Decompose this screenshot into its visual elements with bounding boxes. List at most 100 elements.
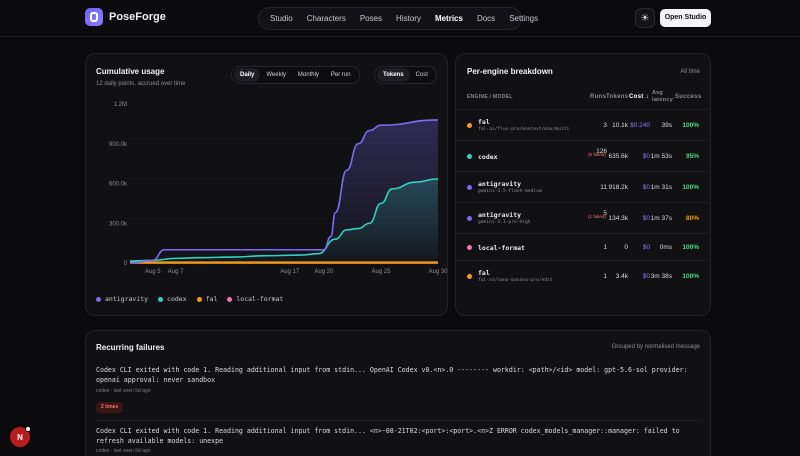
series-area-codex — [130, 178, 438, 263]
x-tick-label: Aug 17 — [280, 269, 300, 275]
legend-item-codex[interactable]: codex — [158, 295, 187, 303]
engine-color-dot — [467, 153, 472, 159]
engine-success: 100% — [682, 272, 699, 280]
period-per-run[interactable]: Per run — [330, 72, 351, 78]
engine-latency: 1m 31s — [650, 183, 672, 191]
engine-tokens: 635.6k — [608, 152, 628, 160]
engine-success: 100% — [682, 121, 699, 129]
metric-tokens[interactable]: Tokens — [377, 68, 410, 82]
nav-item-poses[interactable]: Poses — [359, 14, 383, 23]
engine-runs: 1 — [603, 243, 607, 251]
engine-color-dot — [467, 122, 472, 128]
legend-item-fal[interactable]: fal — [196, 295, 218, 303]
recurring-failures-card: Recurring failures Grouped by normalised… — [85, 330, 711, 456]
engine-model: gemini-3.5-flash-medium — [478, 188, 542, 194]
engine-name: local-format — [478, 243, 525, 252]
y-tick-label: 300.0k — [109, 221, 128, 227]
nav-item-metrics[interactable]: Metrics — [434, 14, 463, 23]
nav-item-studio[interactable]: Studio — [270, 14, 293, 23]
col-success[interactable]: Success — [675, 94, 702, 100]
app-name[interactable]: PoseForge — [109, 11, 166, 23]
failure-count-badge: 2 times — [96, 402, 124, 413]
period-monthly[interactable]: Monthly — [297, 72, 319, 78]
engine-name: codex — [478, 152, 498, 161]
engine-latency: 0ms — [659, 243, 672, 251]
series-line-antigravity — [129, 119, 439, 264]
divider — [96, 420, 702, 421]
legend-item-antigravity[interactable]: antigravity — [96, 295, 148, 303]
engine-runs: 126 — [596, 147, 607, 155]
engine-name: fal — [478, 268, 490, 277]
period-daily[interactable]: Daily — [234, 68, 261, 82]
engine-color-dot — [467, 273, 472, 279]
usage-chart: 0 300.0k 600.0k 900.0k 1.2M Aug 5 Aug 7 Aug 17 A… — [109, 102, 448, 275]
engine-row[interactable]: fal fal-ai/flux-pro/kontext/max/multi 3 10.… — [456, 109, 710, 140]
engine-tokens: 0 — [624, 243, 628, 251]
engine-cost: $0 — [642, 272, 650, 280]
x-tick-label: Aug 7 — [168, 269, 184, 275]
engine-name: fal — [478, 117, 490, 126]
sun-icon: ☀ — [640, 12, 650, 24]
chart-legend: antigravity codex fal local-format — [96, 295, 283, 303]
engine-row[interactable]: antigravity gemini-3.1-pro-high 5 (1 failed… — [456, 202, 710, 233]
engine-tokens: 10.1k — [612, 121, 628, 129]
metric-selector: Tokens Cost — [374, 66, 437, 84]
engine-row[interactable]: antigravity gemini-3.5-flash-medium 11 918.… — [456, 171, 710, 202]
failures-title: Recurring failures — [96, 343, 165, 352]
failure-meta: codex · last seen 9d ago — [96, 448, 151, 454]
engine-row[interactable]: codex 126 (8 failed) 635.6k $0 1m 53s 95% — [456, 140, 710, 171]
metric-cost[interactable]: Cost — [415, 72, 428, 78]
engine-latency: 1m 53s — [650, 152, 672, 160]
period-selector: Daily Weekly Monthly Per run — [231, 66, 360, 84]
status-dot — [25, 426, 31, 432]
engine-model: gemini-3.1-pro-high — [478, 219, 531, 225]
legend-label: fal — [205, 295, 218, 303]
col-cost[interactable]: Cost ↓ — [629, 94, 649, 100]
top-bar: PoseForge Studio Characters Poses Histor… — [0, 0, 800, 37]
legend-label: antigravity — [105, 295, 149, 303]
engine-success: 80% — [685, 214, 699, 222]
legend-item-local-format[interactable]: local-format — [227, 295, 283, 303]
engine-cost: $0 — [642, 152, 650, 160]
legend-label: codex — [167, 295, 187, 303]
engine-failed: (8 failed) — [588, 151, 606, 157]
nav-item-settings[interactable]: Settings — [509, 14, 539, 23]
app-logo-icon[interactable] — [85, 8, 103, 26]
x-tick-label: Aug 5 — [145, 269, 161, 275]
engine-row[interactable]: local-format 1 0 $0 0ms 100% — [456, 233, 710, 260]
y-tick-label: 900.0k — [109, 142, 128, 148]
engine-range: All time — [680, 69, 700, 75]
engine-tokens: 134.3k — [608, 214, 628, 222]
col-latency[interactable]: Avg latency — [652, 90, 674, 103]
engine-name: antigravity — [478, 179, 522, 188]
open-studio-button[interactable]: Open Studio — [660, 9, 711, 27]
failure-message[interactable]: Codex CLI exited with code 1. Reading ad… — [96, 427, 680, 445]
engine-cost: $0 — [642, 183, 650, 191]
engine-runs: 11 — [600, 183, 607, 191]
failure-message[interactable]: Codex CLI exited with code 1. Reading ad… — [96, 366, 688, 384]
engine-cost: $0 — [642, 243, 650, 251]
engine-tokens: 918.2k — [608, 183, 628, 191]
engine-latency: 1m 37s — [650, 214, 672, 222]
legend-label: local-format — [236, 295, 284, 303]
nav-item-history[interactable]: History — [396, 14, 421, 23]
engine-color-dot — [467, 215, 472, 221]
cumulative-usage-card: Cumulative usage 12 daily points, accrue… — [85, 53, 448, 316]
period-weekly[interactable]: Weekly — [266, 72, 286, 78]
nav-item-characters[interactable]: Characters — [306, 14, 346, 23]
theme-toggle-button[interactable]: ☀ — [635, 8, 655, 28]
col-engine[interactable]: ENGINE / MODEL — [467, 94, 513, 100]
main-nav: Studio Characters Poses History Metrics … — [258, 7, 538, 30]
engine-row[interactable]: fal fal-ai/nano-banana-pro/edit 1 3.4k $0 3m … — [456, 260, 710, 291]
nav-item-docs[interactable]: Docs — [476, 14, 496, 23]
x-tick-label: Aug 20 — [314, 269, 334, 275]
engine-success: 100% — [682, 243, 699, 251]
user-avatar[interactable]: N — [10, 426, 31, 447]
col-runs[interactable]: Runs — [590, 94, 607, 100]
col-tokens[interactable]: Tokens — [606, 94, 629, 100]
y-tick-label: 1.2M — [114, 102, 127, 108]
failure-meta: codex · last seen 9d ago — [96, 388, 151, 394]
y-tick-label: 0 — [124, 261, 128, 267]
engine-title: Per-engine breakdown — [467, 67, 553, 76]
engine-runs: 3 — [603, 121, 607, 129]
